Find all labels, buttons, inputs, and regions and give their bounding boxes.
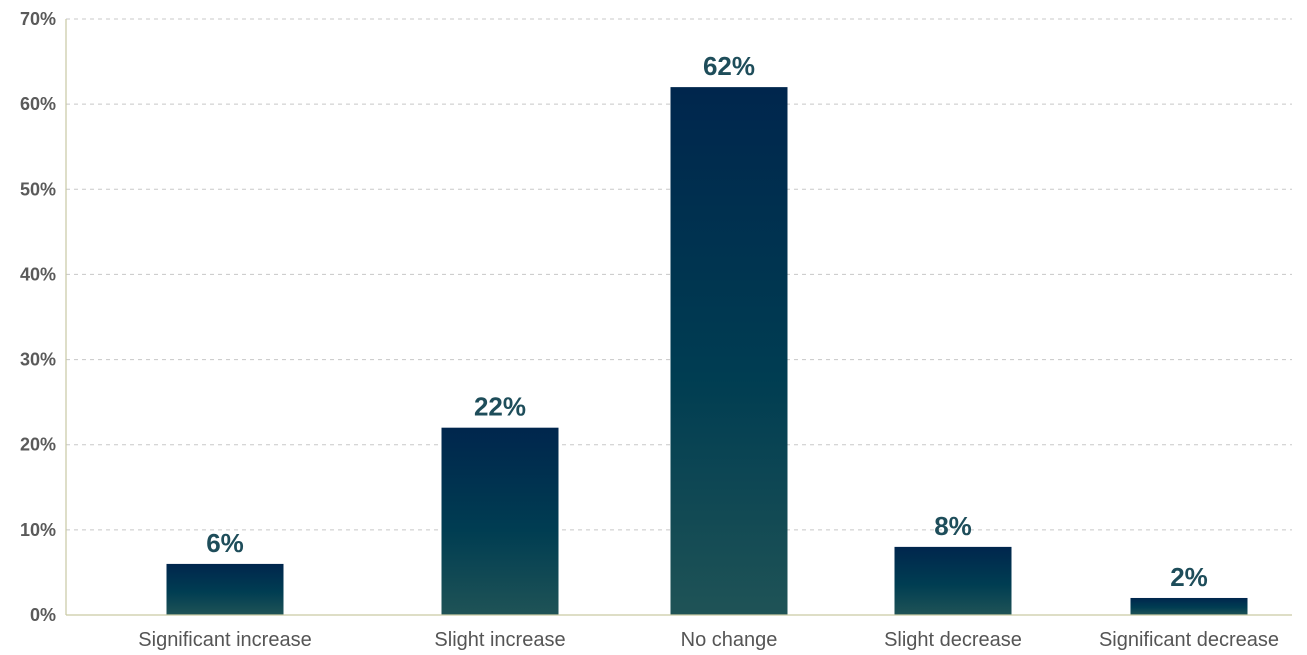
y-tick-label: 40% bbox=[20, 264, 56, 284]
y-tick-label: 30% bbox=[20, 350, 56, 370]
y-tick-label: 50% bbox=[20, 179, 56, 199]
bars bbox=[166, 87, 1248, 616]
data-label: 6% bbox=[206, 528, 244, 558]
y-tick-label: 10% bbox=[20, 520, 56, 540]
y-axis-ticks: 0% 10% 20% 30% 40% 50% 60% 70% bbox=[20, 9, 56, 625]
x-tick-label: No change bbox=[681, 629, 778, 651]
y-tick-label: 60% bbox=[20, 94, 56, 114]
x-tick-label: Significant increase bbox=[138, 629, 311, 651]
x-tick-label: Significant decrease bbox=[1099, 629, 1279, 651]
bar bbox=[166, 563, 284, 615]
x-axis-labels: Significant increase Slight increase No ch… bbox=[138, 629, 1279, 651]
data-label: 8% bbox=[934, 511, 972, 541]
x-tick-label: Slight increase bbox=[434, 629, 565, 651]
x-tick-label: Slight decrease bbox=[884, 629, 1022, 651]
y-tick-label: 20% bbox=[20, 435, 56, 455]
data-label: 22% bbox=[474, 392, 526, 422]
data-label: 2% bbox=[1170, 562, 1208, 592]
bar bbox=[1130, 597, 1248, 615]
y-tick-label: 70% bbox=[20, 9, 56, 29]
data-label: 62% bbox=[703, 51, 755, 81]
bar bbox=[894, 546, 1012, 615]
value-labels: 6% 22% 62% 8% 2% bbox=[206, 51, 1208, 592]
y-tick-label: 0% bbox=[30, 605, 56, 625]
bar bbox=[441, 427, 559, 615]
bar bbox=[670, 87, 788, 616]
